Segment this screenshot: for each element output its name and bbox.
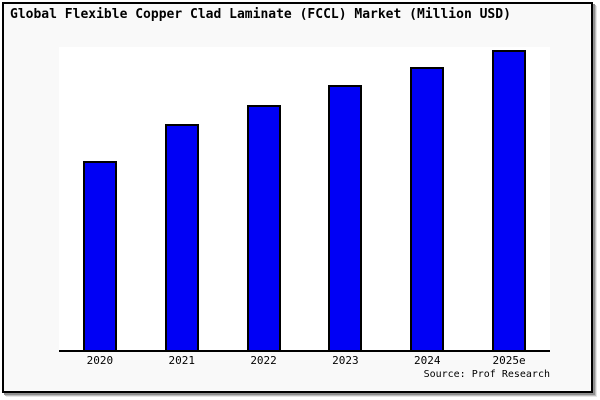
bar-slot-2020 <box>59 47 141 350</box>
x-axis-tick-labels: 2020 2021 2022 2023 2024 2025e <box>59 354 550 368</box>
x-tick-label-2022: 2022 <box>250 354 277 367</box>
bar-2022 <box>246 104 281 350</box>
plot-area <box>59 47 550 352</box>
bar-slot-2023 <box>304 47 386 350</box>
chart-title: Global Flexible Copper Clad Laminate (FC… <box>10 7 511 22</box>
bar-slot-2021 <box>141 47 223 350</box>
bar-slot-2025e <box>468 47 550 350</box>
bar-2025e <box>492 50 527 350</box>
bar-2023 <box>328 85 363 350</box>
bar-series <box>59 47 550 350</box>
x-tick-label-2021: 2021 <box>168 354 195 367</box>
chart-frame: Global Flexible Copper Clad Laminate (FC… <box>2 2 593 393</box>
bar-slot-2022 <box>223 47 305 350</box>
x-tick-label-2023: 2023 <box>332 354 359 367</box>
source-credit: Source: Prof Research <box>423 369 550 380</box>
bar-2021 <box>164 124 199 350</box>
x-tick-label-2024: 2024 <box>413 354 441 367</box>
bar-2020 <box>82 161 117 350</box>
x-tick-label-2020: 2020 <box>86 354 114 367</box>
bar-2024 <box>410 67 445 350</box>
bar-slot-2024 <box>386 47 468 350</box>
x-tick-label-2025e: 2025e <box>492 354 526 367</box>
